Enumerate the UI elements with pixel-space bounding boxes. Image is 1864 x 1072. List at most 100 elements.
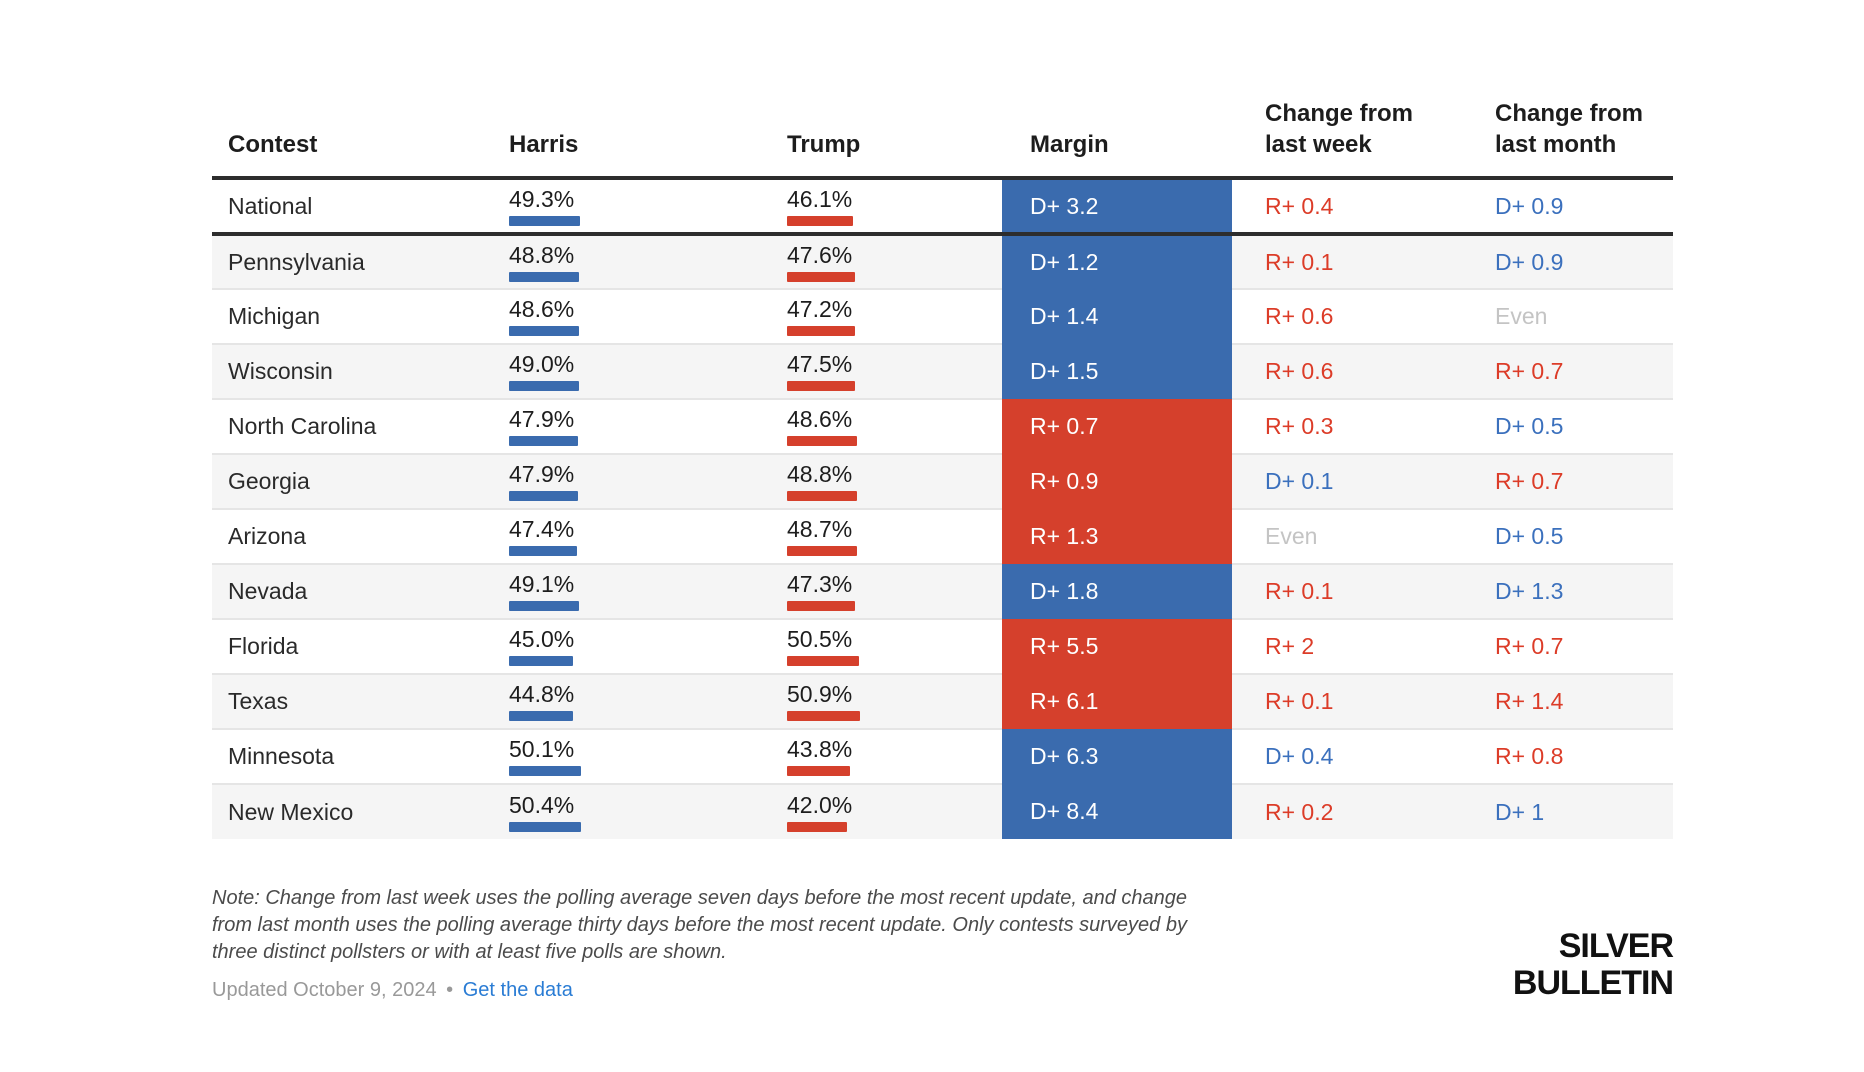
harris-value: 44.8% [509, 681, 575, 707]
change-week-cell: R+ 0.1 [1232, 234, 1490, 289]
harris-bar [509, 601, 580, 611]
change-week-cell: R+ 0.3 [1232, 398, 1490, 454]
trump-cell: 47.3% [783, 563, 1002, 619]
logo-line-2: BULLETIN [1512, 964, 1674, 1002]
harris-bar [509, 656, 574, 666]
change-month-cell: R+ 0.8 [1490, 728, 1673, 784]
polling-average-graphic: Contest Harris Trump Margin Change from … [212, 40, 1674, 1002]
change-week-cell: D+ 0.1 [1232, 453, 1490, 509]
harris-bar [509, 821, 582, 832]
trump-bar [787, 491, 857, 501]
trump-cell: 43.8% [783, 728, 1002, 784]
harris-bar [509, 711, 574, 721]
change-month-cell: Even [1490, 288, 1673, 344]
trump-value: 48.6% [787, 406, 853, 432]
margin-cell: D+ 1.2 [1002, 234, 1232, 289]
change-week-cell: D+ 0.4 [1232, 728, 1490, 784]
get-the-data-link[interactable]: Get the data [462, 979, 573, 1001]
harris-cell: 44.8% [505, 673, 783, 729]
logo-line-1: SILVER [1558, 927, 1674, 965]
change-week-cell: R+ 0.2 [1232, 783, 1490, 839]
trump-bar [787, 766, 850, 776]
change-week-cell: Even [1232, 508, 1490, 564]
polling-table: Contest Harris Trump Margin Change from … [212, 40, 1673, 839]
harris-value: 47.9% [509, 461, 575, 487]
harris-cell: 49.3% [505, 178, 783, 236]
harris-value: 47.4% [509, 516, 575, 542]
margin-cell: D+ 6.3 [1002, 729, 1232, 784]
table-row: Pennsylvania 48.8% 47.6% D+ 1.2 R+ 0.1 D+ 0.9 [212, 234, 1673, 289]
trump-bar [787, 821, 848, 832]
harris-cell: 45.0% [505, 618, 783, 674]
harris-bar [509, 491, 578, 501]
trump-cell: 48.6% [783, 398, 1002, 454]
change-month-cell: D+ 1.3 [1490, 563, 1673, 619]
contest-cell: North Carolina [212, 398, 505, 454]
col-header-margin: Margin [1002, 40, 1232, 180]
harris-cell: 48.6% [505, 288, 783, 344]
change-week-cell: R+ 0.4 [1232, 178, 1490, 236]
trump-bar [787, 711, 860, 721]
harris-cell: 47.9% [505, 398, 783, 454]
change-week-cell: R+ 0.1 [1232, 673, 1490, 729]
table-row: Florida 45.0% 50.5% R+ 5.5 R+ 2 R+ 0.7 [212, 618, 1673, 674]
table-row: Georgia 47.9% 48.8% R+ 0.9 D+ 0.1 R+ 0.7 [212, 453, 1673, 509]
margin-cell: R+ 5.5 [1002, 619, 1232, 674]
table-row: Wisconsin 49.0% 47.5% D+ 1.5 R+ 0.6 R+ 0.7 [212, 343, 1673, 399]
margin-cell: D+ 1.4 [1002, 289, 1232, 344]
table-row: Nevada 49.1% 47.3% D+ 1.8 R+ 0.1 D+ 1.3 [212, 563, 1673, 619]
contest-cell: Pennsylvania [212, 234, 505, 289]
table-row: Arizona 47.4% 48.7% R+ 1.3 Even D+ 0.5 [212, 508, 1673, 564]
harris-cell: 47.9% [505, 453, 783, 509]
table-row: Michigan 48.6% 47.2% D+ 1.4 R+ 0.6 Even [212, 288, 1673, 344]
harris-bar [509, 546, 577, 556]
harris-value: 48.8% [509, 241, 575, 268]
trump-cell: 48.8% [783, 453, 1002, 509]
table-row: Texas 44.8% 50.9% R+ 6.1 R+ 0.1 R+ 1.4 [212, 673, 1673, 729]
harris-cell: 50.4% [505, 783, 783, 839]
contest-cell: Wisconsin [212, 343, 505, 399]
col-header-harris: Harris [505, 40, 783, 180]
col-header-trump: Trump [783, 40, 1002, 180]
margin-cell: R+ 6.1 [1002, 674, 1232, 729]
trump-bar [787, 381, 855, 391]
trump-value: 42.0% [787, 791, 853, 818]
trump-bar [787, 546, 857, 556]
change-month-cell: D+ 1 [1490, 783, 1673, 839]
trump-bar [787, 271, 856, 282]
harris-value: 48.6% [509, 296, 575, 322]
table-row: New Mexico 50.4% 42.0% D+ 8.4 R+ 0.2 D+ 1 [212, 783, 1673, 839]
trump-bar [787, 601, 855, 611]
margin-cell: D+ 1.8 [1002, 564, 1232, 619]
margin-cell: R+ 0.7 [1002, 399, 1232, 454]
contest-cell: Minnesota [212, 728, 505, 784]
silver-bulletin-logo: SILVER BULLETIN [1512, 927, 1674, 1002]
harris-value: 50.1% [509, 736, 575, 762]
table-row: North Carolina 47.9% 48.6% R+ 0.7 R+ 0.3 D+ 0… [212, 398, 1673, 454]
harris-value: 45.0% [509, 626, 575, 652]
trump-bar [787, 326, 855, 336]
trump-value: 47.2% [787, 296, 853, 322]
harris-bar [509, 326, 579, 336]
trump-value: 48.8% [787, 461, 853, 487]
trump-cell: 50.5% [783, 618, 1002, 674]
contest-cell: National [212, 178, 505, 236]
footer: Note: Change from last week uses the pol… [212, 885, 1674, 1002]
harris-bar [509, 436, 578, 446]
harris-cell: 47.4% [505, 508, 783, 564]
table-row: Minnesota 50.1% 43.8% D+ 6.3 D+ 0.4 R+ 0.8 [212, 728, 1673, 784]
trump-bar [787, 656, 860, 666]
margin-cell: D+ 1.5 [1002, 344, 1232, 399]
contest-cell: Michigan [212, 288, 505, 344]
margin-cell: D+ 8.4 [1002, 784, 1232, 839]
updated-date: Updated October 9, 2024 [212, 979, 437, 1001]
harris-value: 49.1% [509, 571, 575, 597]
trump-value: 50.5% [787, 626, 853, 652]
contest-cell: Nevada [212, 563, 505, 619]
contest-cell: Florida [212, 618, 505, 674]
col-header-change-month: Change from last month [1490, 40, 1673, 180]
separator-dot: • [446, 979, 454, 1001]
contest-cell: Georgia [212, 453, 505, 509]
trump-bar [787, 436, 857, 446]
trump-cell: 47.2% [783, 288, 1002, 344]
